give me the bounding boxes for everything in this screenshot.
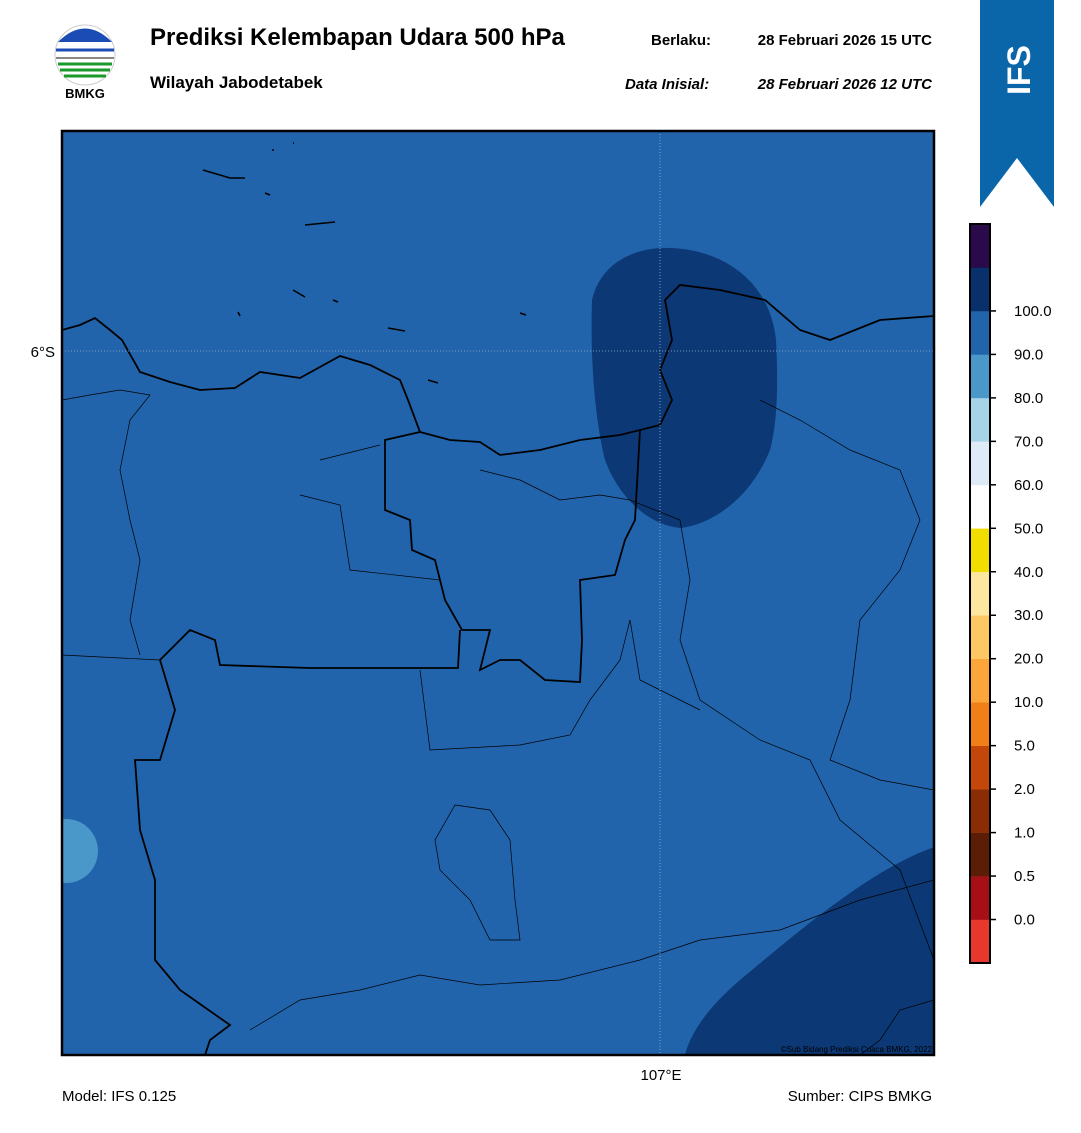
colorbar-label: 30.0	[1014, 607, 1043, 624]
colorbar-segment	[970, 484, 990, 529]
colorbar-label: 10.0	[1014, 694, 1043, 711]
colorbar-segment	[970, 224, 990, 268]
colorbar-label: 90.0	[1014, 346, 1043, 363]
source: Sumber: CIPS BMKG	[788, 1088, 932, 1105]
colorbar-segment	[970, 615, 990, 660]
colorbar-segment	[970, 876, 990, 920]
coastline	[62, 142, 934, 1055]
colorbar-segment	[970, 571, 990, 616]
colorbar-segment	[970, 919, 990, 964]
colorbar-segment	[970, 441, 990, 486]
colorbar-segment	[970, 789, 990, 833]
badge-text: IFS	[1001, 45, 1037, 95]
colorbar-frame	[969, 223, 991, 964]
logo-text: BMKG	[65, 86, 105, 101]
init-time: 28 Februari 2026 12 UTC	[757, 76, 933, 93]
lon-label: 107°E	[640, 1067, 681, 1084]
map-frame	[60, 129, 936, 1057]
colorbar-label: 100.0	[1014, 303, 1052, 320]
map: ©Sub Bidang Prediksi Cuaca BMKG, 2022	[62, 131, 934, 1055]
colorbar-label: 0.0	[1014, 912, 1035, 929]
colorbar-label: 2.0	[1014, 781, 1035, 798]
copyright: ©Sub Bidang Prediksi Cuaca BMKG, 2022	[781, 1045, 933, 1054]
lat-label: 6°S	[31, 344, 55, 361]
colorbar-label: 40.0	[1014, 564, 1043, 581]
colorbar-segment	[970, 832, 990, 877]
colorbar-label: 50.0	[1014, 520, 1043, 537]
colorbar-label: 1.0	[1014, 825, 1035, 842]
colorbar-segment	[970, 745, 990, 790]
colorbar: 0.0 0.5 1.0 2.0 5.0 10.0 20.0 30.0 40.0 50.0 60.0 7…	[969, 223, 1052, 964]
title: Prediksi Kelembapan Udara 500 hPa	[150, 24, 566, 51]
colorbar-label: 60.0	[1014, 477, 1043, 494]
colorbar-segment	[970, 658, 990, 703]
colorbar-segment	[970, 397, 990, 442]
model: Model: IFS 0.125	[62, 1088, 176, 1105]
logo	[54, 24, 116, 86]
colorbar-segment	[970, 702, 990, 746]
valid-label: Berlaku:	[651, 32, 711, 49]
colorbar-label: 80.0	[1014, 390, 1043, 407]
valid-time: 28 Februari 2026 15 UTC	[758, 32, 932, 49]
colorbar-segment	[970, 354, 990, 399]
colorbar-segment	[970, 310, 990, 355]
colorbar-segment	[970, 267, 990, 312]
badge	[980, 0, 1054, 207]
init-label: Data Inisial:	[625, 76, 709, 93]
colorbar-label: 70.0	[1014, 433, 1043, 450]
colorbar-label: 5.0	[1014, 738, 1035, 755]
region: Wilayah Jabodetabek	[150, 73, 323, 92]
humidity-mid	[62, 819, 98, 883]
humidity-high	[685, 847, 934, 1055]
humidity-high	[591, 247, 778, 529]
colorbar-label: 20.0	[1014, 651, 1043, 668]
colorbar-segment	[970, 528, 990, 573]
colorbar-label: 0.5	[1014, 868, 1035, 885]
